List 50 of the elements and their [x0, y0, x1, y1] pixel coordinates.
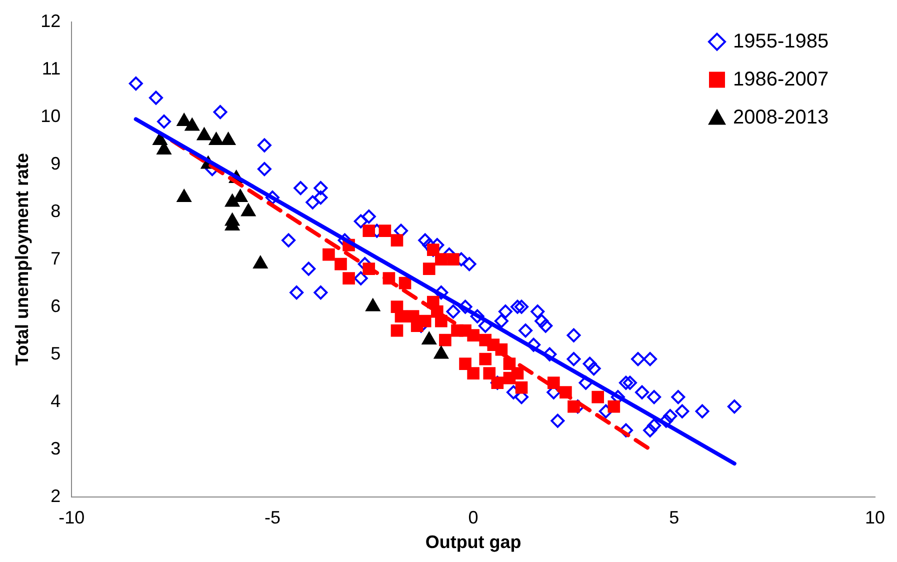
point: [390, 324, 404, 337]
y-tick-label: 9: [50, 153, 61, 174]
point: [422, 262, 436, 275]
point: [479, 352, 492, 366]
y-tick-label: 3: [50, 438, 61, 458]
legend-label: 1955-1985: [733, 30, 829, 52]
point: [398, 276, 412, 290]
y-tick-label: 7: [50, 248, 61, 268]
point: [467, 367, 480, 380]
point: [592, 390, 604, 404]
point: [483, 367, 496, 380]
point: [390, 234, 404, 246]
point: [322, 248, 335, 261]
y-tick-label: 5: [50, 343, 61, 364]
point: [362, 224, 376, 237]
point: [447, 253, 460, 266]
legend-label: 2008-2013: [733, 106, 829, 128]
point: [334, 258, 347, 270]
point: [435, 253, 448, 266]
point: [240, 203, 256, 216]
y-tick-label: 12: [40, 10, 61, 31]
point: [608, 400, 620, 413]
x-tick-label: -10: [58, 508, 85, 528]
point: [342, 272, 355, 284]
point: [220, 132, 236, 146]
point: [515, 381, 528, 394]
x-tick-label: -5: [264, 508, 280, 528]
y-tick-label: 10: [40, 106, 61, 126]
y-tick-label: 2: [50, 486, 61, 506]
y-tick-label: 8: [50, 200, 61, 221]
point: [176, 189, 192, 202]
point: [459, 358, 472, 370]
x-tick-label: 0: [468, 508, 478, 528]
x-axis-title: Output gap: [425, 532, 522, 552]
legend-label: 1986-2007: [733, 68, 829, 90]
point: [196, 127, 212, 140]
point: [418, 314, 432, 328]
point: [184, 118, 200, 131]
point: [252, 256, 268, 269]
y-tick-label: 4: [50, 390, 61, 411]
point: [394, 310, 408, 322]
point: [378, 224, 392, 237]
x-tick-label: 10: [864, 508, 886, 528]
y-tick-label: 6: [50, 296, 61, 316]
point: [224, 194, 240, 207]
point: [439, 334, 452, 346]
x-tick-label: 5: [669, 508, 680, 528]
point: [208, 132, 224, 146]
y-tick-label: 11: [42, 58, 61, 78]
y-axis-title: Total unemployment rate: [12, 152, 32, 366]
